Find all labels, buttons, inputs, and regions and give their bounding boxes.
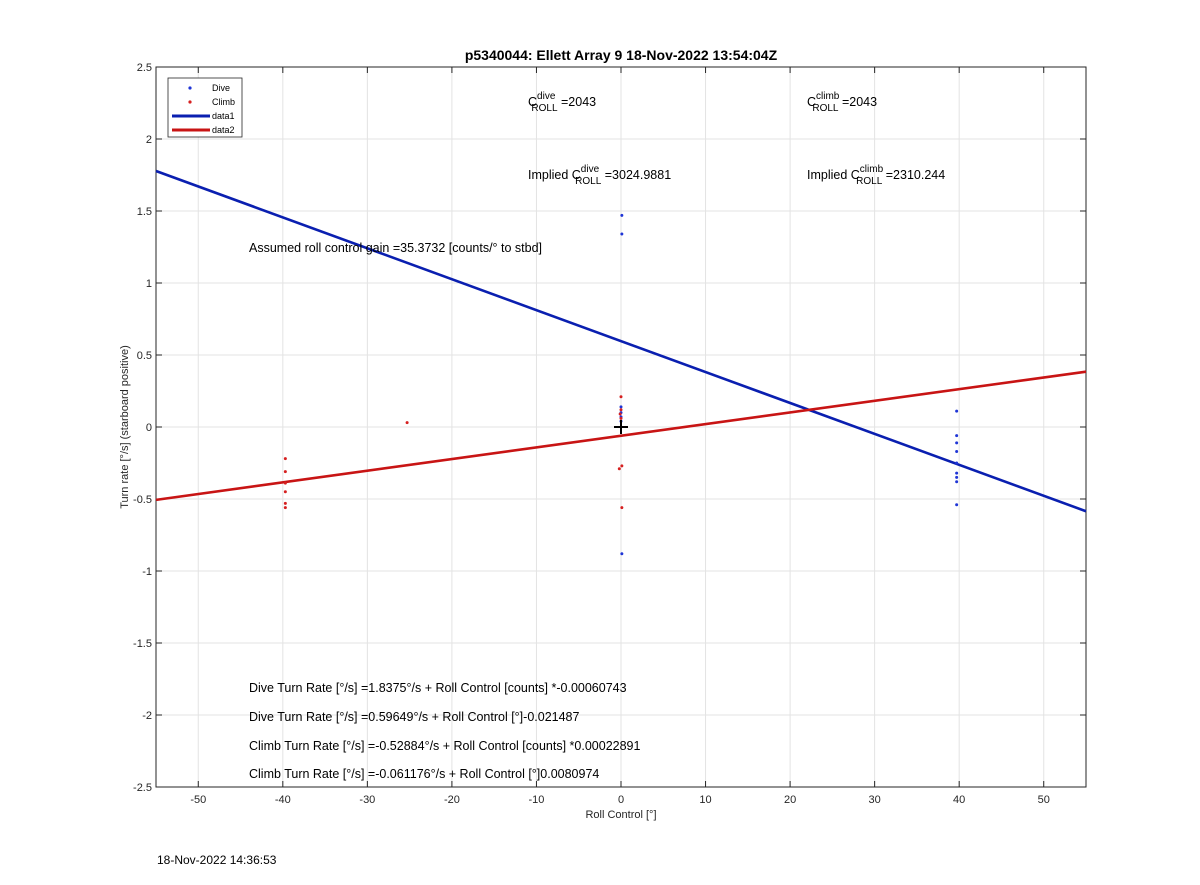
dive-degrees-equation: Dive Turn Rate [°/s] =0.59649°/s + Roll … [249,710,579,724]
dive-point [955,471,959,475]
x-tick-label: -30 [359,794,375,806]
climb-point [283,481,287,485]
x-tick-label: 30 [869,794,881,806]
x-tick-label: 20 [784,794,796,806]
x-tick-label: 50 [1038,794,1050,806]
legend-dive-marker [188,86,192,90]
x-tick-label: 10 [699,794,711,806]
origin-cross-marker [614,420,628,434]
climb-point [283,506,287,510]
x-tick-label: -20 [444,794,460,806]
y-tick-label: -1 [142,566,152,578]
climb-point [618,412,622,416]
data1-fit-line [155,169,1087,513]
climb-point [405,421,409,425]
implied-c-climb-annotation: Implied Cclimb ROLL =2310.244 [807,164,945,187]
y-tick-label: 0 [146,422,152,434]
climb-point [617,467,621,471]
dive-point [955,503,959,507]
y-tick-label: 1 [146,278,152,290]
climb-point [620,464,624,468]
climb-point [619,408,623,412]
climb-point [283,490,287,494]
y-tick-label: -2.5 [133,782,152,794]
x-tick-label: -10 [529,794,545,806]
y-tick-label: 1.5 [137,206,152,218]
climb-point [620,506,624,510]
c-climb-annotation: Cclimb ROLL =2043 [807,91,877,114]
data-points [283,213,959,556]
legend-box [167,77,243,138]
climb-point [283,470,287,474]
climb-point [283,501,287,505]
dive-point [619,405,623,409]
y-tick-label: 0.5 [137,350,152,362]
dive-point [620,232,624,236]
dive-point [955,480,959,484]
y-tick-label: -0.5 [133,494,152,506]
legend-dive-label: Dive [212,83,230,93]
roll-gain-annotation: Assumed roll control gain =35.3732 [coun… [249,241,542,255]
climb-degrees-equation: Climb Turn Rate [°/s] =-0.061176°/s + Ro… [249,767,599,781]
print-timestamp: 18-Nov-2022 14:36:53 [157,853,277,867]
implied-c-dive-annotation: Implied Cdive ROLL =3024.9881 [528,164,671,187]
y-tick-labels: -2.5 -2 -1.5 -1 -0.5 0 0.5 1 1.5 2 2.5 [133,62,152,794]
y-tick-label: -1.5 [133,638,152,650]
y-tick-label: 2 [146,134,152,146]
y-tick-label: 2.5 [137,62,152,74]
legend: Dive Climb data1 data2 [167,77,243,138]
legend-climb-marker [188,100,192,104]
data2-fit-line [155,370,1087,502]
x-tick-labels: -50 -40 -30 -20 -10 0 10 20 30 40 50 [190,794,1050,806]
dive-point [620,552,624,556]
y-axis-label: Turn rate [°/s] (starboard positive) [119,345,131,509]
dive-counts-equation: Dive Turn Rate [°/s] =1.8375°/s + Roll C… [249,681,627,695]
x-tick-label: 0 [618,794,624,806]
climb-point [619,416,623,420]
climb-point [619,395,623,399]
y-tick-label: -2 [142,710,152,722]
x-axis-label: Roll Control [°] [585,809,656,821]
legend-data1-label: data1 [212,111,235,121]
x-tick-label: -50 [190,794,206,806]
axis-ticks [156,66,1086,788]
x-tick-label: -40 [275,794,291,806]
climb-counts-equation: Climb Turn Rate [°/s] =-0.52884°/s + Rol… [249,739,641,753]
dive-point [955,461,959,465]
climb-point [283,457,287,461]
dive-point [955,409,959,413]
dive-point [955,434,959,438]
c-dive-annotation: Cdive ROLL =2043 [528,91,596,114]
dive-point [955,449,959,453]
x-tick-label: 40 [953,794,965,806]
legend-climb-label: Climb [212,97,235,107]
fit-lines [155,169,1087,513]
chart-title: p5340044: Ellett Array 9 18-Nov-2022 13:… [465,47,778,63]
dive-point [955,441,959,445]
dive-point [620,213,624,217]
legend-data2-label: data2 [212,125,235,135]
dive-point [955,475,959,479]
